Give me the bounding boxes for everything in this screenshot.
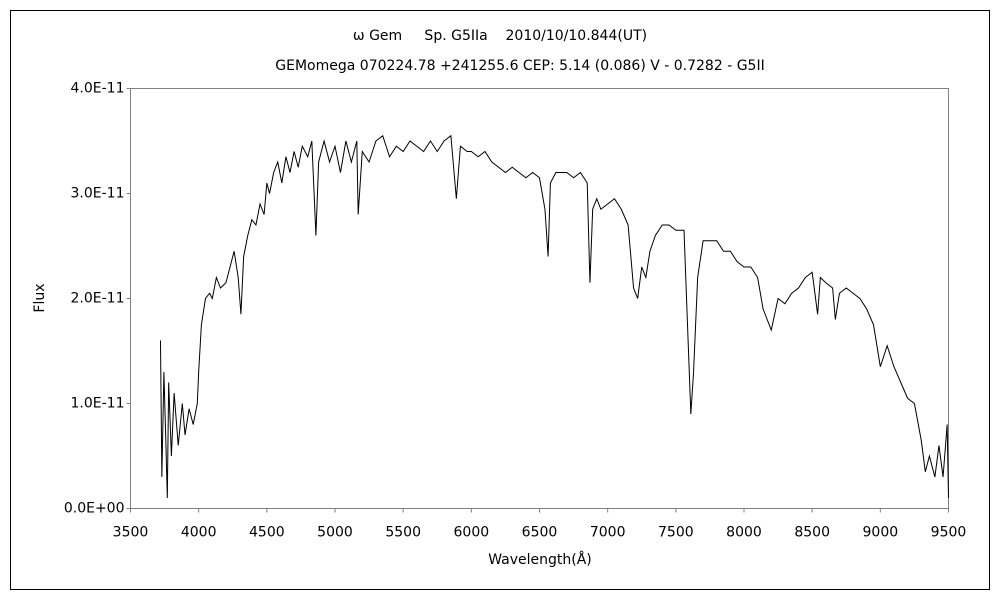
x-tick-label: 8500: [794, 525, 830, 541]
y-tick-label: 1.0E-11: [71, 396, 125, 412]
x-tick-label: 8000: [726, 525, 762, 541]
x-tick-label: 3500: [113, 525, 149, 541]
x-tick-label: 5000: [317, 525, 353, 541]
x-axis-label: Wavelength(Å): [488, 551, 592, 568]
x-tick-label: 6500: [522, 525, 558, 541]
x-tick-label: 4500: [249, 525, 285, 541]
x-tick-label: 9000: [863, 525, 899, 541]
x-tick-label: 7500: [658, 525, 694, 541]
y-axis-label: Flux: [32, 283, 48, 312]
chart-subtitle: GEMomega 070224.78 +241255.6 CEP: 5.14 (…: [275, 58, 764, 74]
y-tick-label: 3.0E-11: [71, 186, 125, 202]
x-tick-label: 4000: [181, 525, 217, 541]
y-tick-label: 2.0E-11: [71, 291, 125, 307]
chart-title: ω Gem Sp. G5IIa 2010/10/10.844(UT): [353, 28, 647, 44]
y-tick-label: 0.0E+00: [64, 501, 125, 517]
x-tick-label: 5500: [385, 525, 421, 541]
x-tick-label: 9500: [931, 525, 967, 541]
x-tick-label: 7000: [590, 525, 626, 541]
y-tick-label: 4.0E-11: [71, 81, 125, 97]
x-tick-label: 6000: [454, 525, 490, 541]
spectrum-line: [159, 134, 949, 499]
chart-border: [10, 10, 990, 590]
